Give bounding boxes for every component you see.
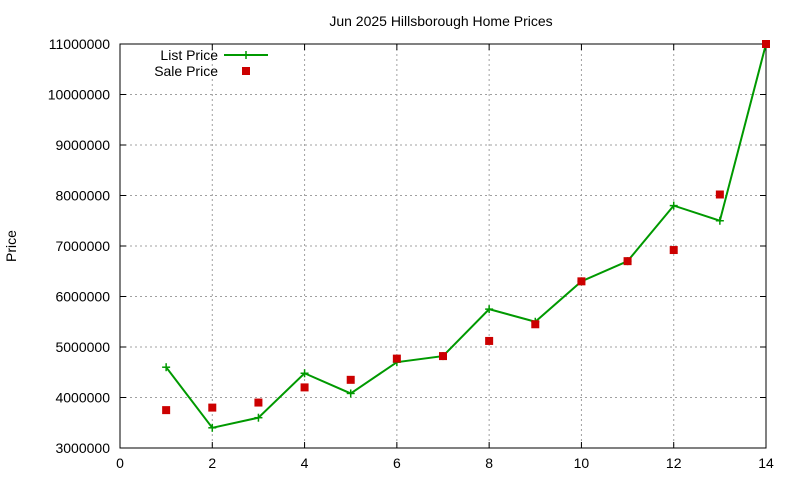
legend-plus-marker — [242, 51, 250, 59]
sale-price-point — [300, 383, 309, 392]
x-tick-label: 2 — [208, 455, 216, 471]
y-tick-label: 9000000 — [55, 137, 110, 153]
sale-price-point — [485, 336, 494, 345]
sale-price-point — [254, 398, 263, 407]
y-tick-label: 7000000 — [55, 238, 110, 254]
list-price-point — [346, 389, 355, 398]
y-tick-label: 5000000 — [55, 339, 110, 355]
list-price-point — [300, 369, 309, 378]
grid — [120, 44, 766, 448]
sale-price-point — [577, 277, 586, 286]
sale-price-point — [392, 354, 401, 363]
sale-price-point — [762, 40, 770, 48]
y-tick-label: 8000000 — [55, 188, 110, 204]
y-tick-label: 6000000 — [55, 289, 110, 305]
sale-price-point — [715, 190, 724, 199]
sale-price-point — [208, 403, 217, 412]
series-1 — [162, 40, 770, 415]
x-tick-label: 0 — [116, 455, 124, 471]
list-price-point — [669, 201, 678, 210]
chart-title: Jun 2025 Hillsborough Home Prices — [329, 13, 552, 29]
x-tick-label: 4 — [301, 455, 309, 471]
x-tick-label: 8 — [485, 455, 493, 471]
axis-ticks: 0 2 4 6 8 10 12 14 3000000 4000000 5000000 6000000 7… — [48, 36, 774, 471]
y-tick-label: 3000000 — [55, 440, 110, 456]
sale-price-point — [439, 352, 447, 361]
list-price-line — [165, 43, 767, 429]
y-tick-label: 4000000 — [55, 390, 110, 406]
sale-price-point — [162, 406, 171, 415]
sale-price-point — [346, 375, 355, 384]
list-price-point — [254, 413, 263, 422]
legend-square-marker — [242, 67, 250, 75]
y-axis-label: Price — [3, 230, 19, 262]
list-price-point — [162, 363, 171, 372]
sale-price-point — [623, 257, 632, 266]
list-price-point — [208, 423, 217, 432]
legend-label: Sale Price — [154, 63, 218, 79]
plot-frame — [119, 43, 767, 449]
x-tick-label: 12 — [666, 455, 682, 471]
plot-area — [162, 40, 770, 432]
x-tick-label: 14 — [758, 455, 774, 471]
x-tick-label: 10 — [574, 455, 590, 471]
sale-price-point — [669, 246, 678, 255]
y-tick-label: 11000000 — [49, 36, 110, 52]
x-tick-label: 6 — [393, 455, 401, 471]
sale-price-point — [531, 320, 540, 329]
series-0 — [162, 40, 770, 432]
list-price-point — [715, 216, 724, 225]
legend-label: List Price — [160, 47, 218, 63]
y-tick-label: 10000000 — [48, 87, 111, 103]
list-price-point — [485, 305, 494, 314]
